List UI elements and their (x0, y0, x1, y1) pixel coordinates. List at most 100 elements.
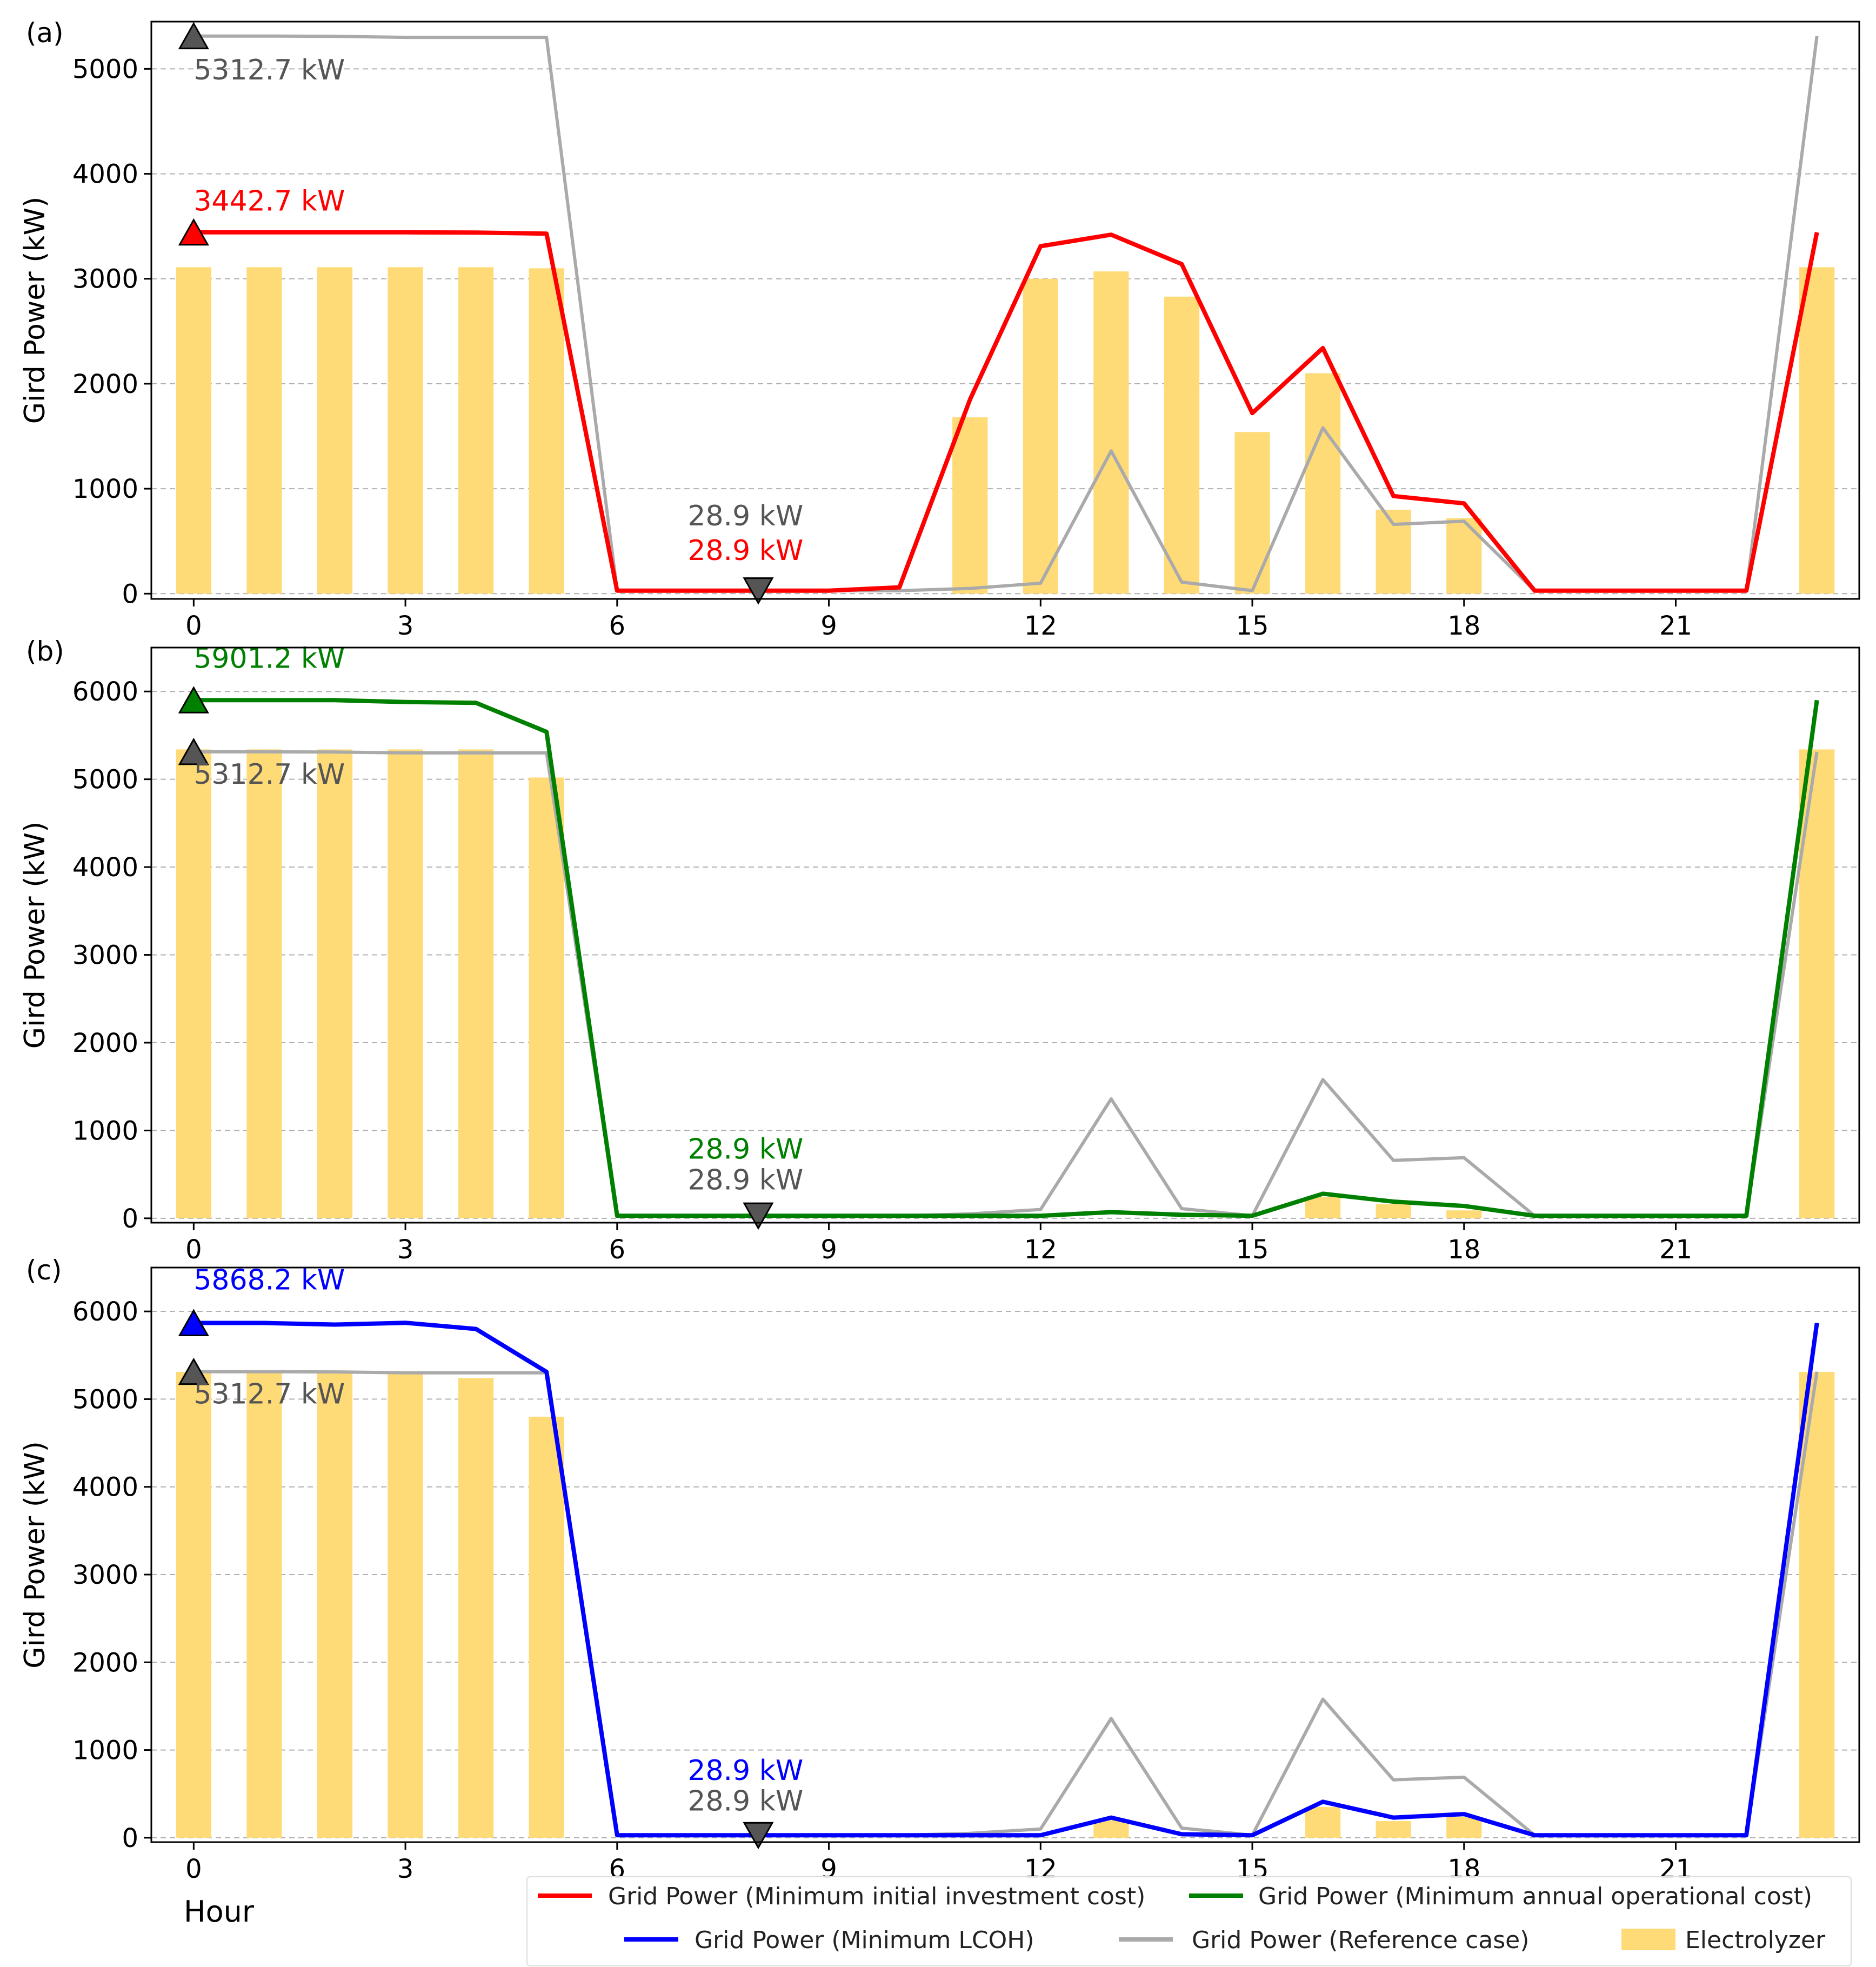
y-tick-label-a: 1000 (72, 474, 138, 504)
legend-swatch-electrolyzer (1621, 1929, 1675, 1950)
y-tick-label-a: 3000 (72, 264, 138, 295)
min-marker-a (743, 577, 774, 605)
y-tick-label-c: 4000 (72, 1472, 138, 1503)
electrolyzer-bar-a (176, 267, 211, 594)
plot-area-c: 0 1000 2000 3000 4000 5000 6000 5868.2 kW 5312.7… (72, 1264, 1860, 1884)
electrolyzer-bar-b (1446, 1210, 1482, 1218)
x-tick-label-b: 12 (1024, 1235, 1057, 1265)
plot-frame-a (150, 21, 1860, 600)
y-tick-label-b: 6000 (72, 677, 138, 707)
x-tick-label-c: 3 (397, 1854, 414, 1884)
x-axis-label: Hour (184, 1895, 255, 1929)
x-tick-label-a: 3 (397, 611, 414, 641)
electrolyzer-bar-c (1093, 1820, 1129, 1838)
electrolyzer-bar-a (1023, 278, 1058, 594)
value-annotation-a: 28.9 kW (687, 500, 803, 532)
peak-marker-a (178, 22, 209, 50)
electrolyzer-bar-b (388, 749, 423, 1218)
x-tick-label-b: 15 (1236, 1235, 1269, 1265)
y-tick-label-a: 5000 (72, 54, 138, 84)
electrolyzer-bar-a (529, 268, 564, 594)
legend-label-electrolyzer: Electrolyzer (1685, 1926, 1826, 1954)
legend-label-min-lcoh: Grid Power (Minimum LCOH) (695, 1926, 1034, 1954)
legend-label-min-operational: Grid Power (Minimum annual operational c… (1258, 1883, 1812, 1910)
electrolyzer-bar-a (1164, 296, 1200, 594)
y-axis-label-a: Gird Power (kW) (19, 197, 51, 424)
x-tick-label-b: 21 (1659, 1235, 1692, 1265)
value-annotation-b: 28.9 kW (687, 1164, 803, 1196)
min-marker-c (743, 1822, 774, 1850)
y-tick-label-a: 4000 (72, 159, 138, 190)
electrolyzer-bar-a (388, 267, 423, 594)
panel-label-c: (c) (26, 1255, 62, 1286)
y-tick-label-b: 0 (122, 1204, 138, 1234)
plot-background-b (151, 648, 1859, 1223)
y-tick-label-a: 2000 (72, 369, 138, 399)
electrolyzer-bar-b (1305, 1197, 1341, 1218)
electrolyzer-bar-a (246, 267, 282, 594)
peak-marker-b (178, 737, 209, 765)
x-tick-label-a: 6 (609, 611, 626, 641)
plot-background-c (151, 1268, 1859, 1842)
peak-marker-a (178, 218, 209, 246)
electrolyzer-bar-c (529, 1416, 564, 1838)
x-tick-label-b: 6 (609, 1235, 626, 1265)
legend-label-reference: Grid Power (Reference case) (1192, 1926, 1529, 1954)
value-annotation-b: 5312.7 kW (193, 758, 345, 791)
optimized-line-b (193, 698, 1819, 1218)
y-tick-label-c: 6000 (72, 1297, 138, 1327)
electrolyzer-bar-c (317, 1372, 353, 1838)
x-tick-label-a: 12 (1024, 611, 1057, 641)
value-annotation-c: 28.9 kW (687, 1755, 803, 1787)
electrolyzer-bar-c (388, 1372, 423, 1838)
legend-label-min-investment: Grid Power (Minimum initial investment c… (608, 1883, 1145, 1910)
electrolyzer-bar-c (1376, 1821, 1411, 1838)
plot-frame-b (150, 646, 1860, 1224)
electrolyzer-bar-a (1305, 373, 1341, 594)
optimized-line-c (193, 1321, 1819, 1838)
electrolyzer-bar-c (1446, 1816, 1482, 1838)
x-tick-label-a: 18 (1447, 611, 1480, 641)
y-tick-label-c: 2000 (72, 1648, 138, 1678)
value-annotation-a: 28.9 kW (687, 535, 803, 567)
y-tick-label-c: 5000 (72, 1384, 138, 1415)
x-tick-label-b: 18 (1447, 1235, 1480, 1265)
y-tick-label-c: 0 (122, 1823, 138, 1853)
electrolyzer-bar-c (1305, 1807, 1341, 1838)
electrolyzer-bar-b (1376, 1204, 1411, 1218)
y-tick-label-a: 0 (122, 579, 138, 609)
plot-area-a: 0 1000 2000 3000 4000 5000 5312.7 kW 3442.7 kW 2… (72, 21, 1860, 641)
y-axis-label-b: Gird Power (kW) (19, 822, 51, 1049)
electrolyzer-bar-c (1799, 1372, 1835, 1838)
panel-a: 0 1000 2000 3000 4000 5000 5312.7 kW 3442.7 kW 2… (19, 17, 1860, 641)
plot-background-a (151, 22, 1859, 599)
min-marker-b (743, 1202, 774, 1230)
electrolyzer-bar-b (317, 749, 353, 1218)
y-tick-label-c: 1000 (72, 1736, 138, 1766)
electrolyzer-bar-b (458, 749, 494, 1218)
panel-label-b: (b) (26, 636, 64, 667)
electrolyzer-bar-a (1446, 518, 1482, 594)
electrolyzer-bar-c (246, 1372, 282, 1838)
value-annotation-a: 3442.7 kW (193, 185, 345, 218)
optimized-line-a (193, 230, 1819, 593)
electrolyzer-bar-c (176, 1372, 211, 1838)
panel-c: 0 1000 2000 3000 4000 5000 6000 5868.2 kW 5312.7… (19, 1255, 1860, 1884)
x-tick-label-b: 3 (397, 1235, 414, 1265)
peak-marker-c (178, 1309, 209, 1337)
value-annotation-c: 5312.7 kW (193, 1378, 345, 1411)
value-annotation-c: 5868.2 kW (193, 1264, 345, 1297)
y-tick-label-c: 3000 (72, 1560, 138, 1590)
x-tick-label-c: 0 (185, 1854, 202, 1884)
plot-frame-c (150, 1266, 1860, 1843)
electrolyzer-bar-b (1799, 749, 1835, 1218)
electrolyzer-bar-a (1234, 432, 1270, 594)
panel-label-a: (a) (26, 17, 64, 49)
x-tick-label-b: 9 (820, 1235, 837, 1265)
y-tick-label-b: 3000 (72, 941, 138, 971)
peak-marker-b (178, 686, 209, 714)
legend: Grid Power (Minimum initial investment c… (526, 1876, 1852, 1966)
value-annotation-a: 5312.7 kW (193, 54, 345, 86)
